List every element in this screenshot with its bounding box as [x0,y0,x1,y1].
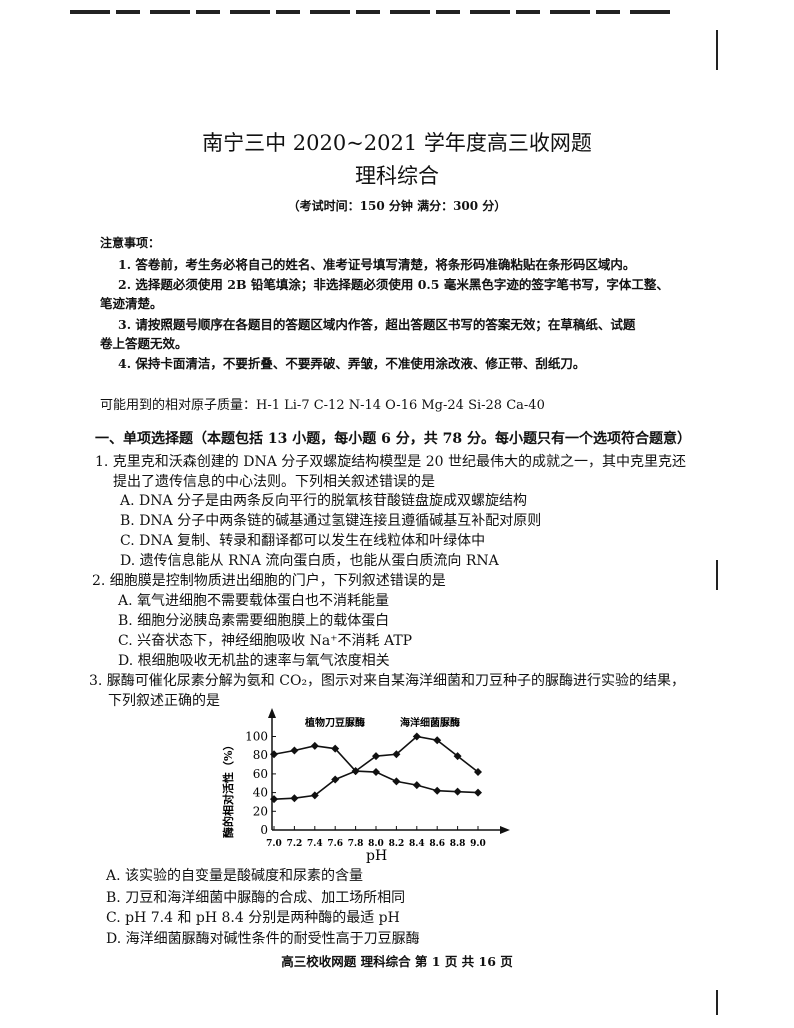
scan-artifact-top [70,10,670,14]
question-1-stem: 提出了遗传信息的中心法则。下列相关叙述错误的是 [113,474,435,490]
page-title: 南宁三中 2020~2021 学年度高三收网题 [202,131,592,155]
question-2-option-b: B. 细胞分泌胰岛素需要细胞膜上的载体蛋白 [118,613,390,629]
data-point [290,794,299,803]
note-item: 笔迹清楚。 [100,296,163,311]
x-tick-label: 7.4 [307,839,323,849]
series-line-1 [273,735,479,800]
question-1-option-b: B. DNA 分子中两条链的碱基通过氢键连接且遵循碱基互补配对原则 [120,513,542,529]
x-tick-label: 8.0 [368,839,384,849]
data-point [270,750,278,759]
x-axis-label: pH [366,848,387,864]
scan-edge [716,990,718,1015]
exam-info: （考试时间：150 分钟 满分：300 分） [287,199,507,213]
question-2-option-d: D. 根细胞吸收无机盐的速率与氧气浓度相关 [118,653,390,669]
y-tick-label: 0 [260,823,268,837]
note-item: 1. 答卷前，考生务必将自己的姓名、准考证号填写清楚，将条形码准确粘贴在条形码区… [118,257,636,272]
notes-heading: 注意事项： [100,236,161,250]
question-2-option-a: A. 氧气进细胞不需要载体蛋白也不消耗能量 [118,593,390,609]
subject-title: 理科综合 [355,164,439,188]
note-item: 3. 请按照题号顺序在各题目的答题区域内作答，超出答题区书写的答案无效；在草稿纸… [118,317,636,332]
question-3-option-c: C. pH 7.4 和 pH 8.4 分别是两种酶的最适 pH [106,910,400,926]
data-point [372,752,380,761]
x-tick-label: 8.8 [450,839,466,849]
data-point [392,777,401,786]
data-point [331,775,340,784]
data-point [453,787,462,796]
y-tick-label: 100 [245,730,268,744]
data-point [412,781,421,790]
question-3-stem: 下列叙述正确的是 [108,693,220,709]
data-point [310,791,319,800]
scan-edge [716,560,718,590]
question-1-option-c: C. DNA 复制、转录和翻译都可以发生在线粒体和叶绿体中 [120,533,486,549]
x-tick-label: 7.0 [266,839,282,849]
x-tick-label: 8.4 [409,839,425,849]
data-point [474,768,482,777]
x-tick-label: 8.6 [429,839,445,849]
x-tick-label: 7.8 [348,839,364,849]
data-point [290,746,299,755]
data-point [433,786,442,795]
question-3-option-a: A. 该实验的自变量是酸碱度和尿素的含量 [106,868,364,884]
question-1-option-a: A. DNA 分子是由两条反向平行的脱氧核苷酸链盘旋成双螺旋结构 [120,493,528,509]
data-point [331,744,340,753]
data-point [351,767,360,776]
data-point [453,752,462,761]
question-3-option-b: B. 刀豆和海洋细菌中脲酶的合成、加工场所相同 [106,890,406,906]
question-2-option-c: C. 兴奋状态下，神经细胞吸收 Na⁺不消耗 ATP [118,633,413,649]
data-point [270,795,278,804]
note-item: 卷上答题无效。 [100,336,188,351]
data-point [474,788,482,797]
note-item: 2. 选择题必须使用 2B 铅笔填涂；非选择题必须使用 0.5 毫米黑色字迹的签… [118,277,669,292]
question-1-stem: 1. 克里克和沃森创建的 DNA 分子双螺旋结构模型是 20 世纪最伟大的成就之… [95,454,687,470]
y-tick-label: 20 [253,804,268,818]
note-item: 4. 保持卡面清洁，不要折叠、不要弄破、弄皱，不准使用涂改液、修正带、刮纸刀。 [118,356,586,371]
question-2-stem: 2. 细胞膜是控制物质进出细胞的门户，下列叙述错误的是 [92,573,446,589]
section-heading: 一、单项选择题（本题包括 13 小题，每小题 6 分，共 78 分。每小题只有一… [95,431,691,447]
y-axis-arrow [268,708,276,718]
question-3-stem: 3. 脲酶可催化尿素分解为氨和 CO₂，图示对来自某海洋细菌和刀豆种子的脲酶进行… [89,673,686,689]
atomic-masses: 可能用到的相对原子质量：H-1 Li-7 C-12 N-14 O-16 Mg-2… [100,398,545,413]
data-point [310,741,319,750]
data-point [392,750,401,759]
question-3-option-d: D. 海洋细菌脲酶对碱性条件的耐受性高于刀豆脲酶 [106,931,420,947]
question-1-option-d: D. 遗传信息能从 RNA 流向蛋白质，也能从蛋白质流向 RNA [120,553,499,569]
page-footer: 高三校收网题 理科综合 第 1 页 共 16 页 [281,954,513,969]
x-tick-label: 7.6 [327,839,343,849]
x-tick-label: 9.0 [470,839,486,849]
x-tick-label: 7.2 [287,839,303,849]
y-tick-label: 60 [253,767,268,781]
scan-edge [716,30,718,70]
series-label-plant: 植物刀豆脲酶 [304,716,365,729]
data-point [412,732,421,741]
data-point [433,736,442,745]
y-tick-label: 80 [253,748,268,762]
x-axis-arrow [500,826,510,834]
data-point [372,768,380,777]
y-axis-label: 酶的相对活性（%） [221,740,235,838]
enzyme-activity-chart: 0 20 40 60 80 100 7.0 7.2 7.4 7.6 7.8 8.0 8.2 8.4 8.6… [221,708,510,864]
y-tick-label: 40 [253,786,268,800]
series-label-marine: 海洋细菌脲酶 [400,716,460,729]
x-tick-label: 8.2 [389,839,405,849]
